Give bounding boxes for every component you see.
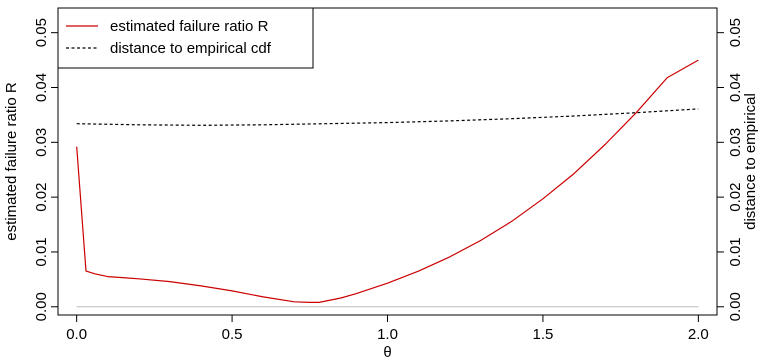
y-axis-title-right: distance to empirical [742,93,759,230]
series-line-estimated-failure-ratio [76,59,699,303]
x-tick-label: 0.5 [222,326,243,343]
y-tick-label-left: 0.00 [33,292,50,321]
y-tick-label-left: 0.03 [33,128,50,157]
y-tick-label-right: 0.04 [727,73,744,102]
y-tick-label-right: 0.01 [727,237,744,266]
y-tick-label-right: 0.02 [727,183,744,212]
x-tick-label: 0.0 [66,326,87,343]
x-tick-label: 1.0 [377,326,398,343]
x-tick-label: 2.0 [688,326,709,343]
axis-layer: 0.0 0.5 1.0 1.5 2.0 0.00 0.01 0.02 0.03 0.04 0.05 0… [33,18,744,343]
x-tick-label: 1.5 [532,326,553,343]
y-tick-label-left: 0.04 [33,73,50,102]
y-tick-label-right: 0.05 [727,18,744,47]
y-tick-label-right: 0.03 [727,128,744,157]
y-tick-label-left: 0.02 [33,183,50,212]
y-tick-label-right: 0.00 [727,292,744,321]
y-tick-label-left: 0.01 [33,237,50,266]
y-tick-label-left: 0.05 [33,18,50,47]
legend-box [57,7,314,69]
series-line-distance-to-empirical-cdf [76,108,699,126]
legend-label-estimated-failure-ratio: estimated failure ratio R [110,18,269,35]
series-layer [76,59,699,303]
y-axis-title-left: estimated failure ratio R [3,82,20,241]
x-axis-title: θ [383,344,391,361]
legend: estimated failure ratio R distance to em… [57,7,314,69]
legend-label-distance-to-empirical-cdf: distance to empirical cdf [110,40,272,57]
